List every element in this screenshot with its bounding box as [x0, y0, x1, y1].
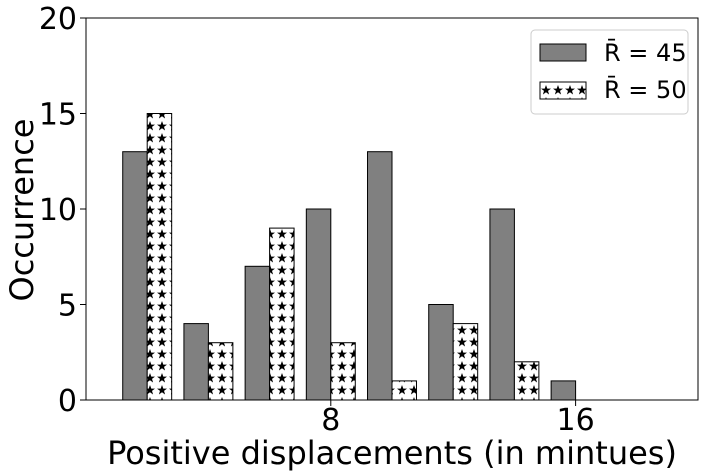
bar-series-1-x-4 — [183, 323, 209, 401]
legend-label-series-1: R̄ = 45 — [604, 38, 687, 67]
bar-series-1-x-6 — [244, 265, 271, 401]
legend-swatch-series-2 — [539, 81, 587, 100]
x-tick-label-8: 8 — [321, 403, 340, 438]
bar-series-2-x-6 — [269, 227, 295, 401]
bar-series-2-x-10 — [391, 380, 417, 401]
y-tick-label-5: 5 — [58, 289, 77, 324]
x-tick-label-16: 16 — [557, 403, 595, 438]
bar-series-2-x-8 — [330, 342, 356, 401]
legend: R̄ = 45 R̄ = 50 — [530, 29, 689, 115]
bar-series-1-x-16 — [550, 380, 577, 401]
y-tick-label-20: 20 — [39, 2, 77, 37]
bars-layer — [122, 113, 577, 401]
bar-series-1-x-8 — [305, 208, 332, 401]
bar-series-1-x-12 — [428, 304, 454, 401]
legend-label-series-2: R̄ = 50 — [604, 75, 687, 104]
bar-series-1-x-14 — [489, 208, 515, 401]
y-axis: 0 5 10 15 20 — [39, 2, 86, 419]
bar-series-2-x-4 — [207, 342, 234, 401]
bar-series-1-x-10 — [367, 151, 393, 401]
y-tick-label-0: 0 — [58, 384, 77, 419]
y-axis-label: Occurrence — [3, 119, 41, 302]
bar-series-2-x-2 — [146, 113, 173, 401]
y-tick-label-15: 15 — [39, 98, 77, 133]
bar-series-1-x-2 — [122, 151, 148, 401]
y-tick-label-10: 10 — [39, 193, 77, 228]
x-axis-label: Positive displacements (in mintues) — [107, 434, 677, 472]
legend-swatch-series-1 — [539, 43, 587, 62]
x-axis: 8 16 — [321, 400, 595, 438]
bar-series-2-x-12 — [452, 323, 479, 401]
bar-series-2-x-14 — [513, 361, 540, 401]
